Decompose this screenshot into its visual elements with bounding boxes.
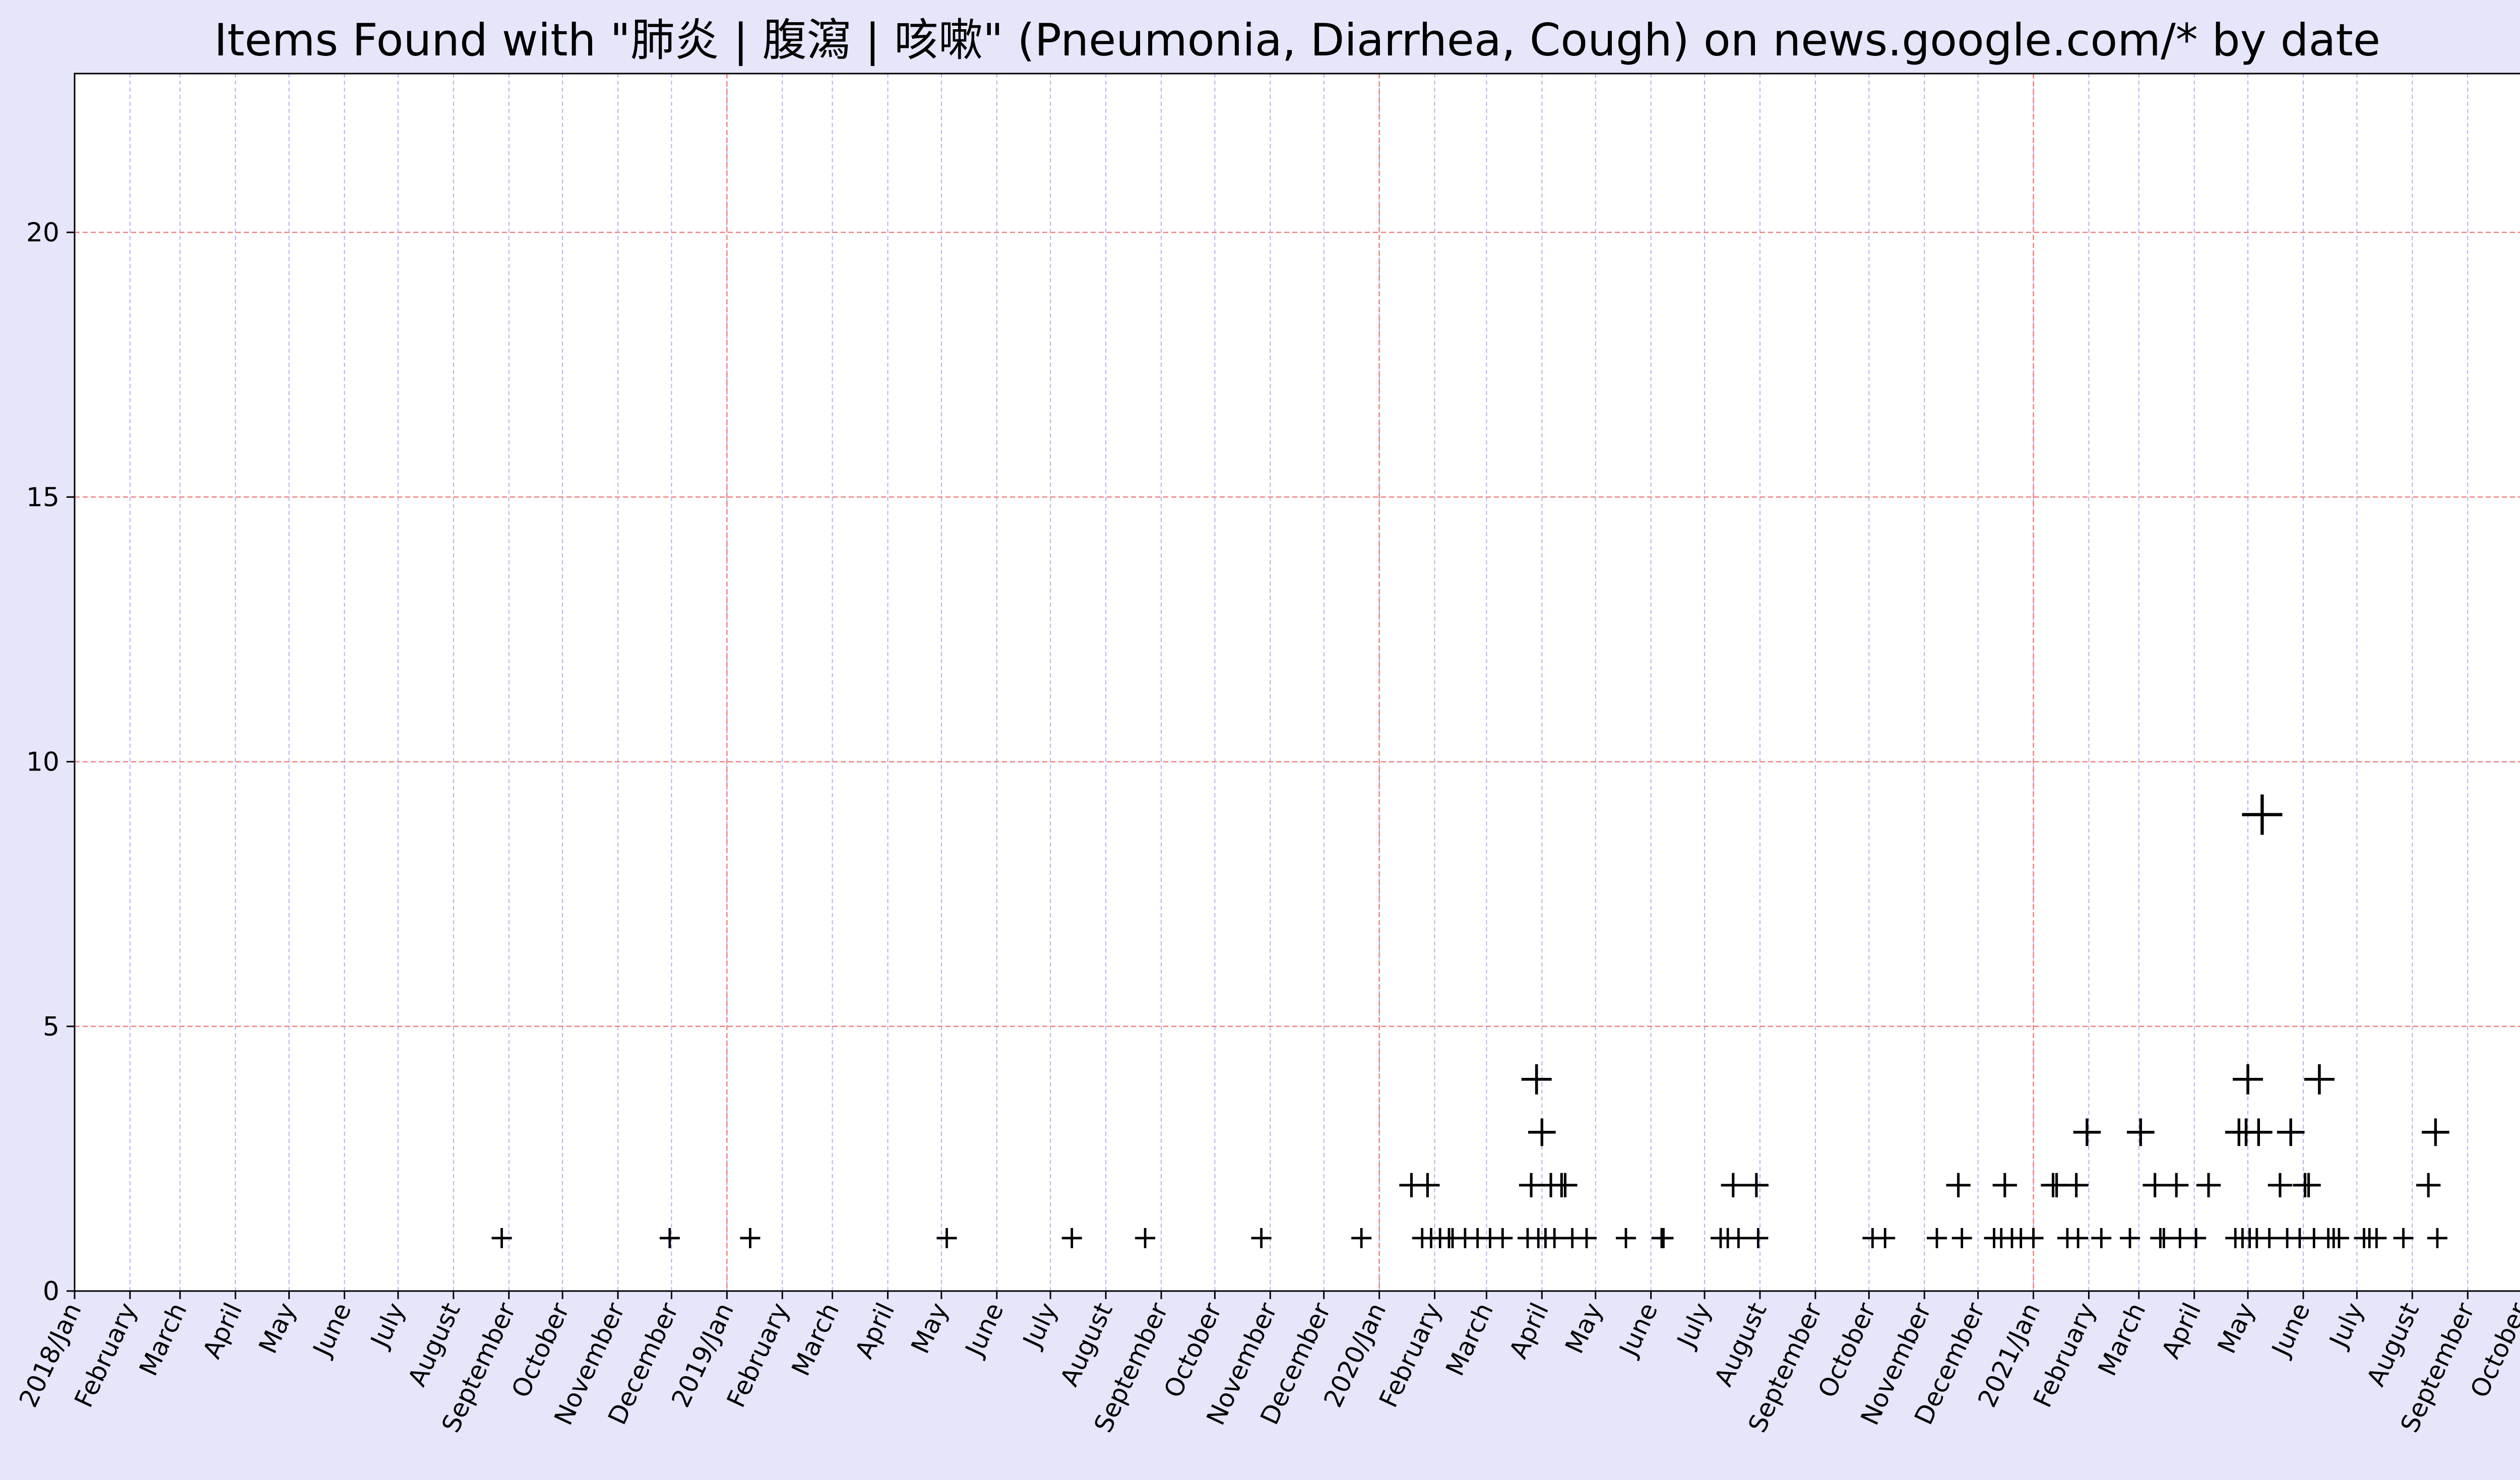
data-point — [2068, 1228, 2089, 1248]
data-point — [1553, 1173, 1578, 1198]
data-point — [1351, 1228, 1372, 1248]
plot-area — [75, 74, 2520, 1291]
data-point — [1251, 1228, 1272, 1248]
data-point — [2126, 1118, 2155, 1146]
data-point — [2328, 1228, 2349, 1248]
data-point — [2120, 1228, 2140, 1248]
data-point — [1744, 1173, 1769, 1198]
y-tick-label: 20 — [26, 218, 59, 248]
data-point — [1721, 1173, 1745, 1198]
data-point — [1544, 1228, 1565, 1248]
data-point — [936, 1228, 957, 1248]
data-point — [2186, 1228, 2207, 1248]
data-point — [2091, 1228, 2112, 1248]
data-point — [2143, 1173, 2167, 1198]
data-point — [2267, 1173, 2293, 1198]
data-point — [2259, 1228, 2280, 1248]
data-point — [2242, 794, 2283, 835]
data-point — [2304, 1064, 2335, 1095]
data-point — [1577, 1228, 1597, 1248]
data-point — [2073, 1118, 2101, 1146]
data-point — [2196, 1173, 2221, 1198]
data-point — [740, 1228, 761, 1248]
data-point — [491, 1228, 512, 1248]
data-point — [1415, 1173, 1440, 1198]
data-point — [2296, 1173, 2321, 1198]
data-point — [2422, 1118, 2449, 1146]
data-point — [1875, 1228, 1896, 1248]
data-point — [1748, 1228, 1769, 1248]
data-point — [1728, 1228, 1749, 1248]
data-point — [1946, 1173, 1971, 1198]
data-point — [2277, 1118, 2305, 1146]
y-tick-label: 0 — [43, 1276, 59, 1307]
y-tick-label: 15 — [26, 482, 59, 512]
data-point — [1927, 1228, 1947, 1248]
data-point — [1061, 1228, 1082, 1248]
data-point — [1521, 1064, 1552, 1095]
data-point — [1992, 1173, 2017, 1198]
data-point — [2233, 1064, 2263, 1095]
data-point — [2023, 1228, 2044, 1248]
plot-frame — [74, 73, 2520, 1292]
y-axis: 0 5 10 15 20 — [26, 218, 75, 1307]
data-point — [2366, 1228, 2387, 1248]
data-point — [1528, 1118, 1556, 1146]
data-point — [2245, 1118, 2273, 1146]
data-point — [2416, 1173, 2441, 1198]
data-point — [2064, 1173, 2089, 1198]
data-point — [659, 1228, 680, 1248]
data-point — [1616, 1228, 1636, 1248]
y-tick-label: 10 — [26, 747, 59, 778]
data-point — [1653, 1228, 1674, 1248]
y-tick-label: 5 — [43, 1012, 59, 1042]
data-point — [2164, 1173, 2189, 1198]
y-gridlines — [75, 231, 2520, 1027]
data-points — [491, 794, 2449, 1248]
year-gridlines — [726, 74, 2034, 1291]
data-point — [2427, 1228, 2447, 1248]
chart-title: Items Found with "肺炎 | 腹瀉 | 咳嗽" (Pneumon… — [214, 14, 2380, 67]
data-point — [1951, 1228, 1972, 1248]
data-point — [1135, 1228, 1156, 1248]
data-point — [2393, 1228, 2414, 1248]
data-point — [1492, 1228, 1513, 1248]
